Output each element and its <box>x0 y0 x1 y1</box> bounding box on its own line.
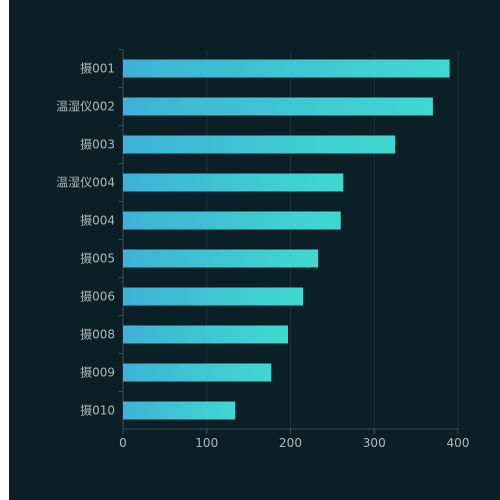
x-tick-label: 0 <box>119 436 127 450</box>
x-tick-label: 100 <box>195 436 218 450</box>
bar <box>123 173 344 192</box>
category-label: 摄001 <box>80 61 115 76</box>
category-label: 温湿仪002 <box>56 99 115 114</box>
category-label: 摄004 <box>80 213 115 228</box>
bars <box>123 59 450 420</box>
x-tick-labels: 0 100 200 300 400 <box>119 436 469 450</box>
bar <box>123 211 341 230</box>
bar <box>123 325 288 344</box>
bar <box>123 135 396 154</box>
category-label: 摄006 <box>80 289 115 304</box>
category-label: 摄003 <box>80 137 115 152</box>
x-tick-label: 400 <box>447 436 470 450</box>
category-label: 摄005 <box>80 251 115 266</box>
category-labels: 摄001 温湿仪002 摄003 温湿仪004 摄004 摄005 摄006 摄008 摄009… <box>56 61 115 418</box>
category-label: 摄008 <box>80 327 115 342</box>
category-label: 摄009 <box>80 365 115 380</box>
bar <box>123 97 433 116</box>
bar <box>123 287 304 306</box>
category-label: 温湿仪004 <box>56 175 115 190</box>
x-tick-label: 200 <box>279 436 302 450</box>
bar <box>123 249 319 268</box>
x-tick-label: 300 <box>363 436 386 450</box>
category-label: 摄010 <box>80 403 115 418</box>
bar <box>123 59 450 78</box>
bar <box>123 363 272 382</box>
bar <box>123 401 236 420</box>
